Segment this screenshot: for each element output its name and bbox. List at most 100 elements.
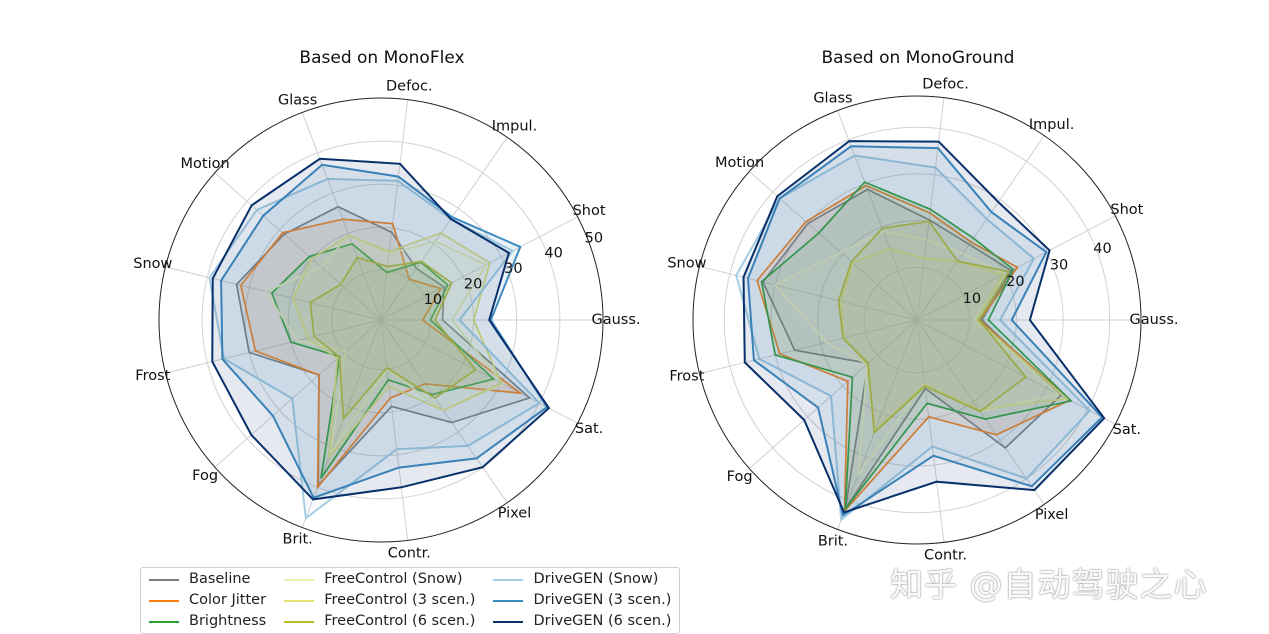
series-drivegen-snow [735, 154, 1092, 522]
legend-label: DriveGEN (Snow) [533, 571, 659, 587]
category-label: Sat. [1113, 422, 1141, 438]
category-label: Defoc. [922, 77, 969, 93]
category-label: Snow [133, 256, 172, 272]
category-label: Pixel [1035, 507, 1069, 523]
grid-spoke [165, 266, 382, 321]
grid-spoke [214, 319, 382, 468]
grid-spoke [214, 172, 382, 321]
category-label: Frost [135, 368, 170, 384]
legend-item: Brightness [141, 611, 266, 632]
category-label: Brit. [818, 534, 848, 550]
category-label: Impul. [492, 119, 537, 135]
series-drivegen-6-scen [742, 140, 1106, 514]
legend-swatch [493, 620, 524, 623]
legend-item: Baseline [141, 569, 266, 590]
legend-swatch [493, 599, 524, 602]
watermark: 知乎 @自动驾驶之心 [890, 565, 1208, 604]
legend-label: Baseline [189, 571, 251, 587]
series-drivegen-3-scen [746, 145, 1104, 518]
radial-tick-label: 30 [504, 261, 522, 277]
legend-label: Color Jitter [189, 592, 267, 608]
radar-chart-2: Gauss. Shot Impul. Defoc. Glass Motion Snow Fro… [667, 48, 1178, 563]
legend-item: DriveGEN (3 scen.) [485, 590, 671, 611]
chart-title: Based on MonoFlex [299, 48, 464, 68]
category-label: Gauss. [1129, 312, 1178, 328]
legend-item: Color Jitter [141, 590, 266, 611]
grid-spoke [380, 319, 508, 503]
legend-swatch [493, 578, 524, 581]
series-color-jitter [239, 218, 524, 490]
category-label: Glass [278, 92, 317, 108]
series-drivegen-6-scen [211, 157, 551, 501]
grid-spoke [380, 319, 578, 424]
grid-spoke [916, 319, 945, 543]
series-drivegen-snow [208, 177, 541, 521]
chart-title: Based on MonoGround [822, 48, 1015, 68]
series-freecontrol-6-scen [309, 256, 477, 421]
category-label: Contr. [388, 545, 431, 561]
legend-item: FreeControl (6 scen.) [276, 611, 475, 632]
category-label: Sat. [575, 421, 603, 437]
legend-swatch [149, 620, 179, 623]
category-label: Glass [813, 90, 852, 106]
grid-spoke [165, 319, 382, 374]
series-freecontrol-snow [264, 234, 505, 454]
category-label: Frost [669, 369, 704, 385]
legend-label: FreeControl (6 scen.) [324, 613, 476, 629]
category-label: Fog [192, 468, 218, 484]
outer-circle [692, 95, 1142, 545]
category-label: Motion [181, 156, 230, 172]
radial-tick-label: 20 [464, 277, 482, 293]
legend-swatch [149, 599, 179, 602]
category-label: Shot [573, 203, 606, 219]
category-label: Defoc. [386, 79, 433, 95]
legend-label: DriveGEN (6 scen.) [533, 613, 672, 629]
category-label: Brit. [283, 532, 313, 548]
radial-tick-label: 50 [585, 230, 603, 246]
outer-circle [158, 97, 604, 543]
radial-tick-label: 30 [1050, 258, 1068, 274]
legend-item: DriveGEN (6 scen.) [485, 611, 671, 632]
radial-tick-label: 10 [963, 291, 981, 307]
grid-spoke [380, 216, 578, 321]
radar-chart-1: Gauss. Shot Impul. Defoc. Glass Motion Snow Fro… [133, 48, 640, 561]
legend-label: Brightness [189, 613, 267, 629]
series-freecontrol-3-scen [840, 248, 1069, 433]
radial-tick-label: 10 [424, 292, 442, 308]
series-brightness [760, 181, 1073, 512]
category-label: Snow [667, 255, 706, 271]
grid-spoke [301, 319, 382, 528]
legend-label: DriveGEN (3 scen.) [533, 592, 672, 608]
legend-swatch [284, 599, 315, 602]
legend: Baseline Color Jitter Brightness FreeContro… [140, 567, 681, 634]
legend-swatch [284, 620, 315, 623]
legend-swatch [284, 578, 315, 581]
legend-swatch [149, 578, 179, 581]
series-freecontrol-6-scen [837, 220, 1027, 435]
grid-spoke [916, 135, 1045, 321]
radial-tick-label: 40 [1093, 241, 1111, 257]
grid-spoke [749, 319, 918, 469]
legend-label: FreeControl (3 scen.) [324, 592, 476, 608]
grid-spoke [301, 112, 382, 321]
grid-spoke [916, 319, 1116, 425]
radial-tick-label: 20 [1006, 274, 1024, 290]
legend-item: DriveGEN (Snow) [485, 569, 671, 590]
legend-item: FreeControl (Snow) [276, 569, 475, 590]
legend-item: FreeControl (3 scen.) [276, 590, 475, 611]
grid-spoke [699, 319, 918, 375]
category-label: Motion [715, 155, 764, 171]
category-label: Fog [727, 469, 753, 485]
grid-spoke [916, 319, 1045, 505]
category-label: Gauss. [591, 312, 640, 328]
radial-tick-label: 40 [544, 246, 562, 262]
legend-label: FreeControl (Snow) [324, 571, 463, 587]
grid-spoke [837, 319, 918, 530]
category-label: Impul. [1029, 117, 1074, 133]
grid-spoke [380, 137, 508, 321]
category-label: Pixel [498, 505, 532, 521]
grid-spoke [380, 319, 409, 541]
grid-spoke [380, 99, 409, 321]
category-label: Contr. [924, 547, 967, 563]
